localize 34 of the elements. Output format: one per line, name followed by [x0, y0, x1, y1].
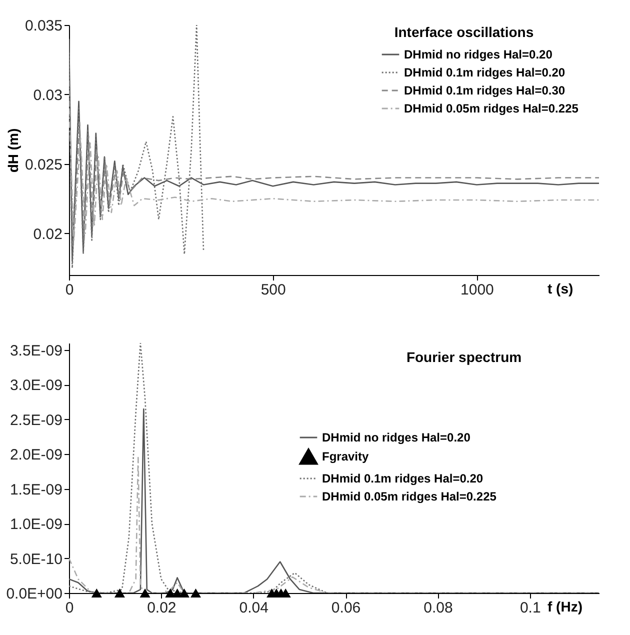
chart-title: Fourier spectrum — [406, 348, 522, 365]
x-tick-label: 0.06 — [331, 600, 361, 616]
y-axis-title: dH (m) — [4, 128, 21, 173]
x-tick-label: 0.08 — [424, 600, 453, 616]
x-axis-title: t (s) — [548, 280, 574, 296]
legend-label: DHmid 0.1m ridges Hal=0.20 — [322, 472, 484, 486]
legend-label: DHmid 0.1m ridges Hal=0.30 — [404, 84, 566, 98]
y-tick-label: 5.0E-10 — [10, 550, 62, 568]
y-tick-label: 0.035 — [24, 18, 62, 34]
x-tick-label: 0.02 — [147, 600, 176, 616]
x-tick-label: 1000 — [460, 282, 494, 298]
chart-title: Interface oscillations — [394, 24, 534, 40]
y-tick-label: 0.02 — [33, 226, 62, 243]
legend-label: DHmid no ridges Hal=0.20 — [322, 430, 471, 444]
y-tick-label: 0.03 — [33, 86, 62, 104]
x-tick-label: 0.1 — [520, 600, 541, 616]
y-tick-label: 2.5E-09 — [10, 412, 62, 429]
x-tick-label: 0 — [65, 600, 74, 616]
y-tick-label: 0.025 — [24, 156, 62, 174]
y-tick-label: 1.0E-09 — [10, 516, 62, 534]
x-tick-label: 0 — [65, 282, 74, 298]
y-tick-label: 2.0E-09 — [10, 446, 62, 464]
x-axis-title: f (Hz) — [548, 598, 582, 614]
y-tick-label: 1.5E-09 — [10, 481, 62, 498]
x-tick-label: 0.04 — [239, 600, 268, 616]
y-tick-label: 3.0E-09 — [10, 377, 62, 394]
legend-label: Fgravity — [322, 450, 370, 464]
x-tick-label: 500 — [260, 282, 286, 298]
legend-label: DHmid no ridges Hal=0.20 — [404, 48, 553, 62]
legend-label: DHmid 0.05m ridges Hal=0.225 — [322, 490, 497, 504]
y-tick-label: 0.0E+00 — [6, 586, 62, 602]
y-tick-label: 3.5E-09 — [10, 342, 62, 360]
legend-label: DHmid 0.05m ridges Hal=0.225 — [404, 102, 579, 116]
legend-label: DHmid 0.1m ridges Hal=0.20 — [404, 66, 566, 80]
